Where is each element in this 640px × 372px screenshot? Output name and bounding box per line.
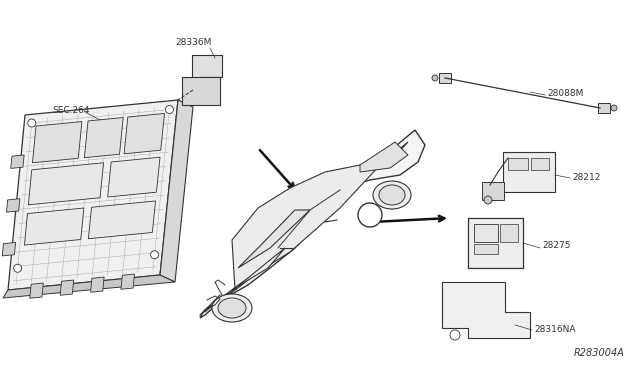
- Circle shape: [450, 330, 460, 340]
- Ellipse shape: [373, 181, 411, 209]
- Text: 28275: 28275: [542, 241, 570, 250]
- Bar: [500, 224, 518, 242]
- Bar: [446, 288, 464, 308]
- Ellipse shape: [379, 185, 405, 205]
- Bar: [508, 158, 528, 170]
- Polygon shape: [28, 163, 104, 205]
- Bar: [439, 73, 451, 83]
- Polygon shape: [90, 277, 104, 292]
- Polygon shape: [3, 275, 175, 298]
- Ellipse shape: [218, 298, 246, 318]
- Text: SEC.264: SEC.264: [52, 106, 90, 115]
- Polygon shape: [232, 142, 408, 290]
- Circle shape: [611, 105, 617, 111]
- Polygon shape: [160, 100, 193, 282]
- Bar: [598, 103, 610, 113]
- Polygon shape: [200, 130, 425, 318]
- Polygon shape: [442, 282, 530, 338]
- Polygon shape: [11, 155, 24, 169]
- Text: 28212: 28212: [572, 173, 600, 182]
- Polygon shape: [124, 113, 164, 154]
- Polygon shape: [84, 118, 124, 158]
- Circle shape: [28, 119, 36, 127]
- Bar: [531, 158, 549, 170]
- Bar: [468, 218, 523, 268]
- Circle shape: [166, 106, 173, 113]
- Polygon shape: [121, 274, 134, 289]
- Bar: [474, 224, 498, 242]
- Polygon shape: [33, 122, 82, 163]
- Bar: [192, 55, 222, 77]
- Circle shape: [514, 319, 526, 331]
- Bar: [503, 152, 555, 192]
- Polygon shape: [24, 208, 84, 245]
- Text: 28336M: 28336M: [175, 38, 211, 46]
- Polygon shape: [88, 201, 156, 239]
- Circle shape: [358, 203, 382, 227]
- Polygon shape: [60, 280, 74, 295]
- Text: 28316NA: 28316NA: [534, 326, 575, 334]
- Circle shape: [150, 251, 159, 259]
- Bar: [474, 244, 498, 254]
- Bar: [482, 182, 504, 200]
- Polygon shape: [360, 142, 408, 172]
- Polygon shape: [205, 248, 285, 312]
- Text: R283004A: R283004A: [574, 348, 625, 358]
- Polygon shape: [30, 283, 44, 298]
- Ellipse shape: [212, 294, 252, 322]
- Bar: [182, 77, 220, 105]
- Polygon shape: [108, 157, 160, 197]
- Circle shape: [432, 75, 438, 81]
- Polygon shape: [8, 100, 178, 290]
- Text: 28088M: 28088M: [547, 89, 584, 97]
- Polygon shape: [238, 210, 310, 268]
- Polygon shape: [3, 243, 15, 256]
- Circle shape: [13, 264, 22, 272]
- Polygon shape: [6, 199, 20, 212]
- Circle shape: [484, 196, 492, 204]
